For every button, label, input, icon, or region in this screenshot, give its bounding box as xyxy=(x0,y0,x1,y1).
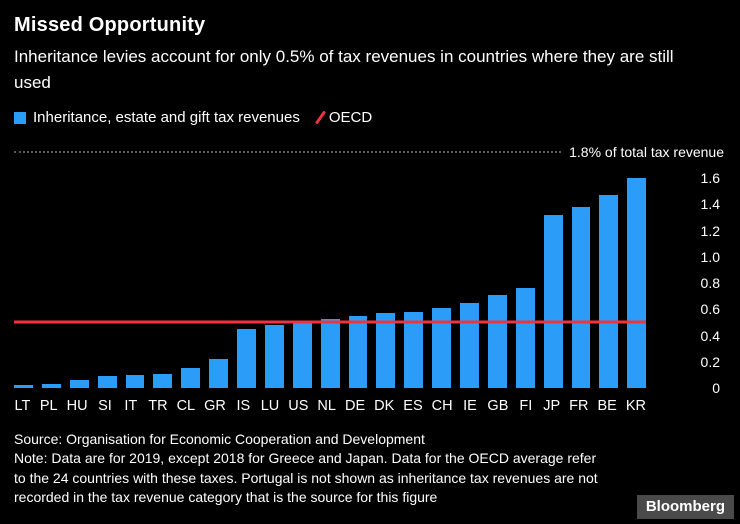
bar-ie xyxy=(460,302,479,388)
y-tick-label: 0.2 xyxy=(700,353,720,370)
x-tick-label: SI xyxy=(98,398,112,414)
series-legend-label: Inheritance, estate and gift tax revenue… xyxy=(33,109,300,126)
x-tick-label: CH xyxy=(431,398,453,414)
bar-column xyxy=(432,152,451,388)
bar-nl xyxy=(320,318,340,388)
bar-column xyxy=(515,152,535,388)
bloomberg-logo: Bloomberg xyxy=(636,495,734,519)
bar-be xyxy=(599,195,619,388)
x-tick-label: LU xyxy=(260,398,280,414)
chart: 1.8% of total tax revenue 0 0.2 0.4 0.6 0.8 1… xyxy=(14,144,724,414)
bar-column xyxy=(181,152,201,388)
top-gridline: 1.8% of total tax revenue xyxy=(14,144,724,160)
bar-column xyxy=(487,152,507,388)
bar-jp xyxy=(543,214,563,388)
bar-fi xyxy=(515,288,535,388)
bar-column xyxy=(237,152,256,388)
bar-gb xyxy=(487,294,507,388)
x-tick-label: FR xyxy=(569,398,589,414)
bar-us xyxy=(292,322,312,388)
bar-column xyxy=(209,152,228,388)
x-tick-label: FI xyxy=(519,398,533,414)
series-swatch-icon xyxy=(14,111,26,124)
x-tick-label: IS xyxy=(236,398,251,414)
x-tick-label: BE xyxy=(597,398,617,414)
bar-fr xyxy=(571,207,591,388)
bar-ch xyxy=(432,308,451,388)
x-axis: LT PL HU SI IT TR CL GR IS LU US NL DE DK ES CH IE GB FI JP… xyxy=(14,392,646,414)
bar-dk xyxy=(376,313,396,388)
y-tick-label: 0.4 xyxy=(700,327,720,344)
bar-column xyxy=(320,152,340,388)
x-tick-label: US xyxy=(288,398,309,414)
y-tick-label: 1.2 xyxy=(700,222,720,239)
bar-tr xyxy=(153,373,173,388)
bar-column xyxy=(571,152,591,388)
legend: Inheritance, estate and gift tax revenue… xyxy=(14,109,724,126)
chart-subtitle: Inheritance levies account for only 0.5%… xyxy=(14,47,674,92)
bar-column xyxy=(404,152,424,388)
y-axis: 0 0.2 0.4 0.6 0.8 1.0 1.2 1.4 1.6 xyxy=(654,152,724,396)
x-tick-label: IE xyxy=(463,398,477,414)
bar-gr xyxy=(209,359,228,388)
top-gridline-dashes xyxy=(14,151,562,153)
oecd-line-icon xyxy=(314,110,326,125)
bar-lt xyxy=(14,385,33,388)
x-tick-label: HU xyxy=(66,398,88,414)
bar-kr xyxy=(627,178,647,388)
x-tick-label: PL xyxy=(39,398,58,414)
bar-column xyxy=(292,152,312,388)
y-axis-top-label: 1.8% of total tax revenue xyxy=(569,144,724,160)
x-tick-label: ES xyxy=(403,398,423,414)
x-tick-label: GB xyxy=(487,398,509,414)
x-tick-label: TR xyxy=(148,398,168,414)
bar-hu xyxy=(69,380,89,388)
x-tick-label: DE xyxy=(344,398,366,414)
bar-is xyxy=(237,329,256,388)
bar-column xyxy=(348,152,368,388)
bar-column xyxy=(376,152,396,388)
page-title: Missed Opportunity xyxy=(14,14,206,36)
bar-column xyxy=(97,152,117,388)
oecd-legend-label: OECD xyxy=(328,109,373,126)
bar-column xyxy=(627,152,647,388)
x-tick-label: JP xyxy=(543,398,561,414)
bar-pl xyxy=(41,384,61,388)
plot-area: 1.8% of total tax revenue xyxy=(14,144,724,388)
y-tick-label: 0 xyxy=(712,380,720,396)
bar-column xyxy=(599,152,619,388)
bar-de xyxy=(348,315,368,388)
note-text: Note: Data are for 2019, except 2018 for… xyxy=(14,450,598,505)
x-tick-label: GR xyxy=(204,398,226,414)
footer: Source: Organisation for Economic Cooper… xyxy=(14,430,599,507)
x-tick-label: CL xyxy=(176,398,196,414)
x-tick-label: LT xyxy=(14,398,31,414)
y-tick-label: 0.6 xyxy=(700,301,720,318)
bar-it xyxy=(125,374,145,388)
bar-group xyxy=(14,152,647,388)
bar-column xyxy=(14,152,33,388)
x-tick-label: NL xyxy=(317,398,336,414)
x-tick-label: DK xyxy=(374,398,395,414)
y-tick-label: 1.4 xyxy=(700,196,720,213)
bar-column xyxy=(41,152,61,388)
bar-es xyxy=(404,311,424,388)
oecd-line xyxy=(14,320,646,324)
source-text: Source: Organisation for Economic Cooper… xyxy=(14,431,425,447)
bar-column xyxy=(460,152,479,388)
x-tick-label: IT xyxy=(124,398,138,414)
y-tick-label: 1.6 xyxy=(700,170,720,187)
bar-column xyxy=(264,152,284,388)
x-tick-label: KR xyxy=(625,398,646,414)
y-tick-label: 1.0 xyxy=(700,248,720,265)
bar-column xyxy=(153,152,173,388)
bar-column xyxy=(69,152,89,388)
bar-lu xyxy=(264,325,284,388)
bar-si xyxy=(97,376,117,388)
bar-column xyxy=(543,152,563,388)
bar-cl xyxy=(181,368,201,388)
bar-column xyxy=(125,152,145,388)
y-tick-label: 0.8 xyxy=(700,275,720,292)
